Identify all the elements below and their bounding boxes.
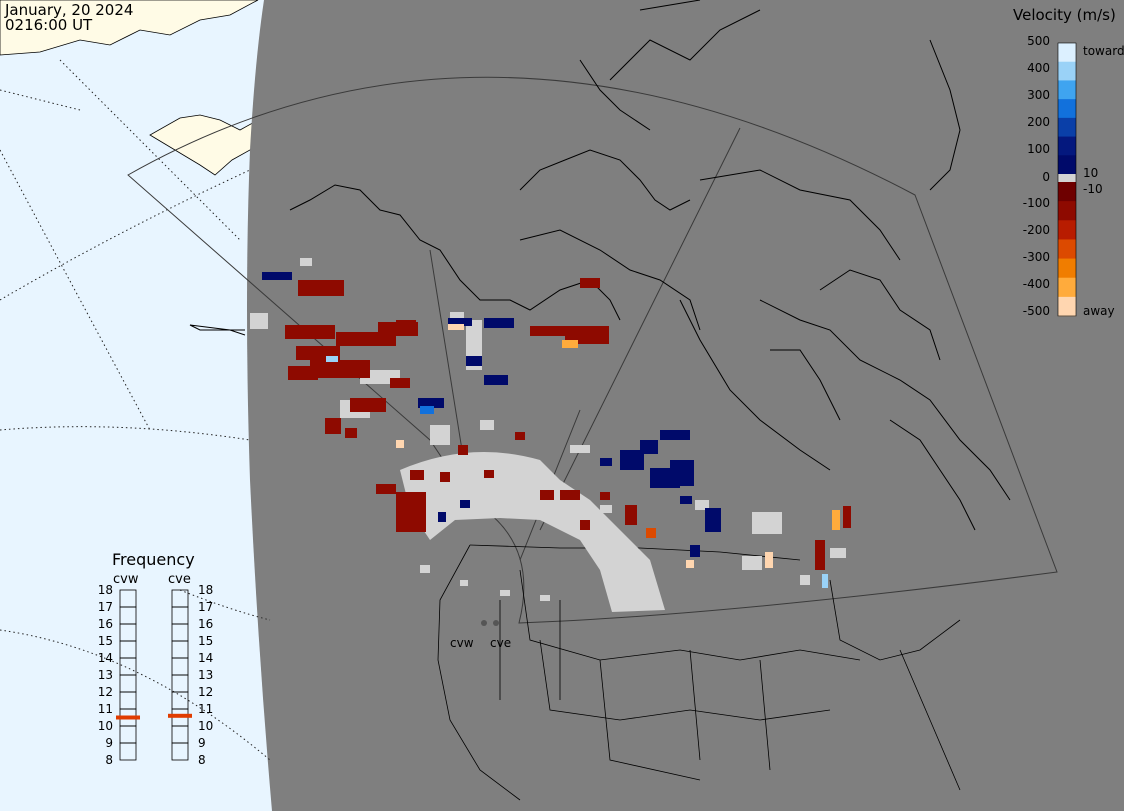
velocity-tick-label: -10: [1083, 182, 1103, 196]
frequency-scale-label: 16: [98, 617, 113, 631]
frequency-scale-label: 15: [198, 634, 213, 648]
frequency-scale-label: 10: [198, 719, 213, 733]
frequency-cell: [119, 742, 137, 761]
radar-site-cvw: [481, 620, 487, 626]
velocity-bar-segment: [1058, 277, 1076, 298]
velocity-bar-segment: [1058, 117, 1076, 138]
sunlit-land: [0, 0, 259, 56]
frequency-scale-label: 9: [198, 736, 206, 750]
frequency-scale-label: 17: [98, 600, 113, 614]
field-of-view-outline: [127, 76, 1058, 624]
frequency-scale-label: 16: [198, 617, 213, 631]
velocity-tick-label: -300: [1023, 250, 1050, 264]
toward-label: toward: [1083, 44, 1124, 58]
frequency-scale-label: 17: [198, 600, 213, 614]
frequency-scale-label: 11: [198, 702, 213, 716]
frequency-panel: Frequency cvw cve 1817161514131211109818…: [98, 550, 214, 767]
velocity-bar-outline: [1057, 42, 1077, 317]
frequency-marker-cve: [168, 713, 192, 718]
frequency-radar-cve: cve: [168, 572, 191, 587]
frequency-scale-label: 8: [105, 753, 113, 767]
velocity-bar-zero-band: [1058, 174, 1076, 182]
velocity-tick-label: 500: [1027, 34, 1050, 48]
graticule: [0, 59, 271, 761]
velocity-tick-label: -500: [1023, 304, 1050, 318]
velocity-bar-segment: [1058, 99, 1076, 119]
velocity-tick-label: 300: [1027, 88, 1050, 102]
frequency-scale-label: 8: [198, 753, 206, 767]
radar-site-cve: [493, 620, 499, 626]
frequency-scale-label: 13: [198, 668, 213, 682]
frequency-radar-cvw: cvw: [113, 572, 139, 587]
frequency-scale-label: 14: [198, 651, 213, 665]
away-label: away: [1083, 304, 1115, 318]
velocity-bar-segment: [1058, 136, 1076, 156]
velocity-bar-segment: [1058, 155, 1076, 175]
velocity-tick-label: 0: [1042, 170, 1050, 184]
frequency-cell: [171, 742, 189, 761]
frequency-scale-label: 12: [98, 685, 113, 699]
frequency-scale-label: 14: [98, 651, 113, 665]
velocity-bar-segment: [1058, 220, 1076, 240]
political-boundaries: [437, 544, 961, 801]
frequency-columns: 18 17 16 15 14 13 12 11 10 9 8 18 17 16 15 14 13 12 11 10 9 8: [98, 583, 214, 767]
frequency-scale-label: 15: [98, 634, 113, 648]
frequency-scale-label: 10: [98, 719, 113, 733]
velocity-bar-segment: [1058, 239, 1076, 260]
night-side-shading: [247, 0, 1124, 811]
frequency-scale-label: 11: [98, 702, 113, 716]
velocity-bar-segment: [1058, 296, 1076, 317]
velocity-tick-label: 100: [1027, 142, 1050, 156]
velocity-color-bar: [1057, 42, 1077, 317]
frequency-scale-label: 12: [198, 685, 213, 699]
velocity-bar-segment: [1058, 80, 1076, 100]
velocity-tick-label: -100: [1023, 196, 1050, 210]
velocity-tick-labels: 500400300200100100-10-100-200-300-400-50…: [1023, 34, 1103, 318]
velocity-tick-label: 10: [1083, 166, 1098, 180]
radar-label-cve: cve: [490, 636, 511, 650]
date-label: January, 20 2024: [5, 1, 134, 19]
frequency-scale-label: 18: [98, 583, 113, 597]
frequency-scale-label: 13: [98, 668, 113, 682]
frequency-scale-label: 9: [105, 736, 113, 750]
velocity-bar-segment: [1058, 258, 1076, 279]
velocity-scale-title: Velocity (m/s): [1013, 6, 1116, 24]
velocity-away-cells: [285, 278, 851, 570]
frequency-scale-label: 18: [198, 583, 213, 597]
velocity-tick-label: -400: [1023, 277, 1050, 291]
frequency-title: Frequency: [112, 550, 195, 569]
coastlines: [189, 0, 1011, 531]
velocity-bar-segment: [1058, 43, 1076, 63]
radar-label-cvw: cvw: [450, 636, 474, 650]
velocity-bar-segment: [1058, 61, 1076, 81]
velocity-bar-segment: [1058, 201, 1076, 221]
velocity-tick-label: 200: [1027, 115, 1050, 129]
velocity-tick-label: -200: [1023, 223, 1050, 237]
velocity-tick-label: 400: [1027, 61, 1050, 75]
velocity-color-scale: Velocity (m/s) 500400300200100100-10-100…: [1013, 6, 1124, 318]
frequency-marker-cvw: [116, 715, 140, 720]
velocity-fast-cells: [326, 324, 840, 588]
time-label: 0216:00 UT: [5, 16, 93, 34]
velocity-bar-segment: [1058, 182, 1076, 202]
velocity-toward-cells: [262, 272, 721, 557]
